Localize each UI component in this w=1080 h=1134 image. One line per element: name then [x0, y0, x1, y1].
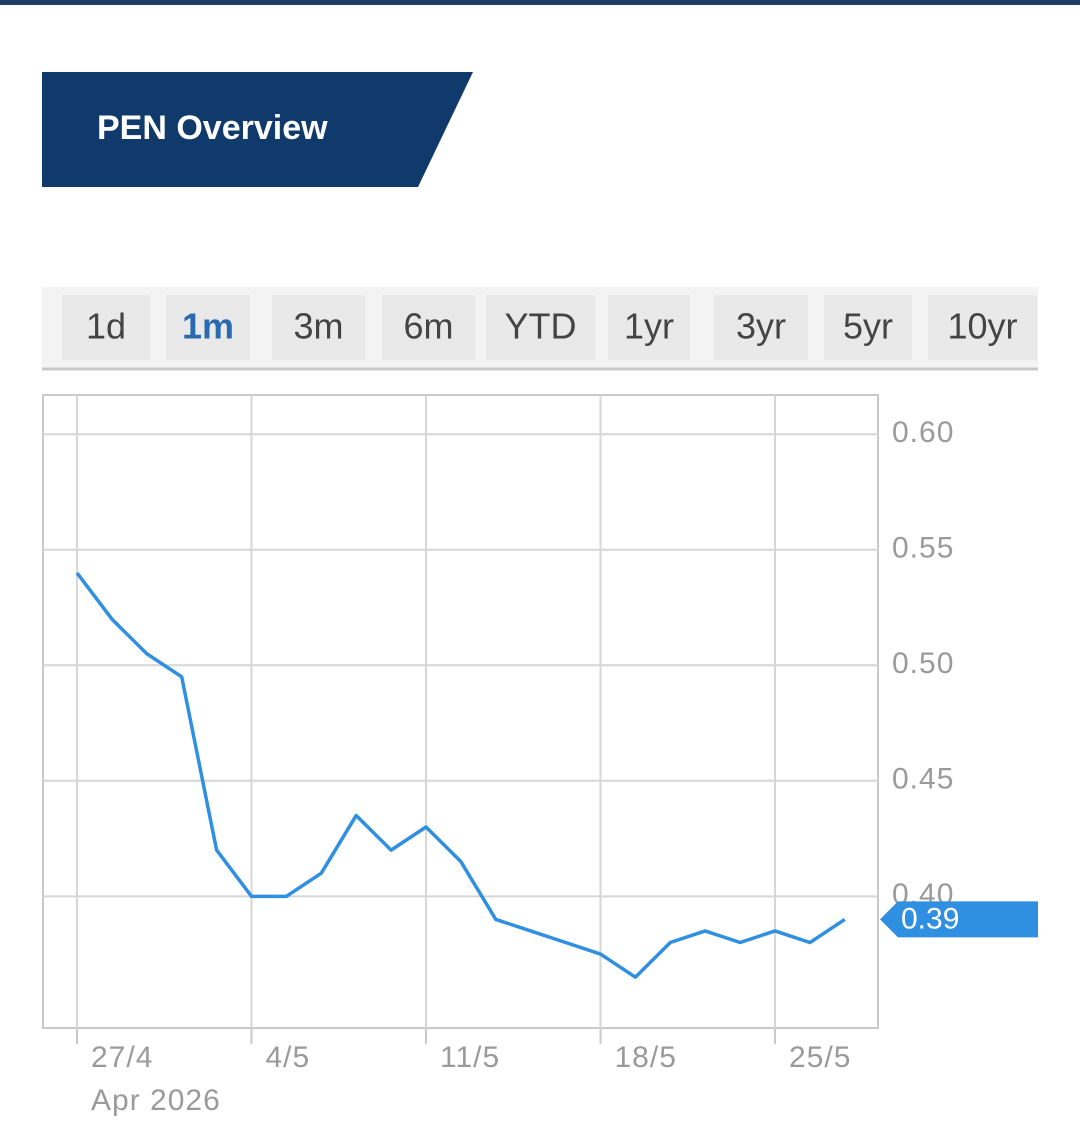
y-tick-label: 0.50 — [892, 647, 954, 680]
range-tab[interactable] — [714, 295, 808, 360]
range-tab[interactable] — [928, 295, 1037, 360]
range-tab-label[interactable]: 6m — [403, 306, 453, 347]
top-bar — [0, 0, 1080, 5]
current-value-badge — [880, 901, 1038, 938]
x-tick-label: 27/4 — [91, 1041, 153, 1074]
range-tab[interactable] — [382, 295, 475, 360]
page-title: PEN Overview — [97, 109, 328, 147]
range-tab[interactable] — [608, 295, 690, 360]
range-tab-label[interactable]: 1yr — [624, 306, 674, 347]
plot-frame — [42, 394, 879, 1029]
x-tick-label: 4/5 — [266, 1041, 311, 1074]
range-tab-label[interactable]: 1m — [182, 306, 234, 347]
y-tick-label: 0.60 — [892, 416, 954, 449]
x-tick-label: 11/5 — [440, 1041, 500, 1074]
x-tick-label: 18/5 — [615, 1041, 677, 1074]
range-tab[interactable] — [272, 295, 365, 360]
x-sublabel: Apr 2026 — [91, 1084, 221, 1117]
range-tab[interactable] — [486, 295, 595, 360]
current-value-label: 0.39 — [901, 902, 959, 935]
range-tab-label[interactable]: 3m — [293, 306, 343, 347]
range-tab[interactable] — [62, 295, 150, 360]
title-banner — [42, 72, 473, 187]
range-tab-label[interactable]: 10yr — [947, 306, 1017, 347]
y-tick-label: 0.45 — [892, 763, 954, 796]
range-tab-label[interactable]: 3yr — [736, 306, 786, 347]
price-line — [75, 571, 846, 979]
range-tab-label[interactable]: YTD — [505, 306, 577, 347]
range-tab-label[interactable]: 1d — [86, 306, 126, 347]
range-tab[interactable] — [824, 295, 912, 360]
range-tab-label[interactable]: 5yr — [843, 306, 893, 347]
range-tab[interactable] — [166, 295, 250, 360]
y-tick-label: 0.55 — [892, 532, 954, 565]
x-tick-label: 25/5 — [789, 1041, 851, 1074]
